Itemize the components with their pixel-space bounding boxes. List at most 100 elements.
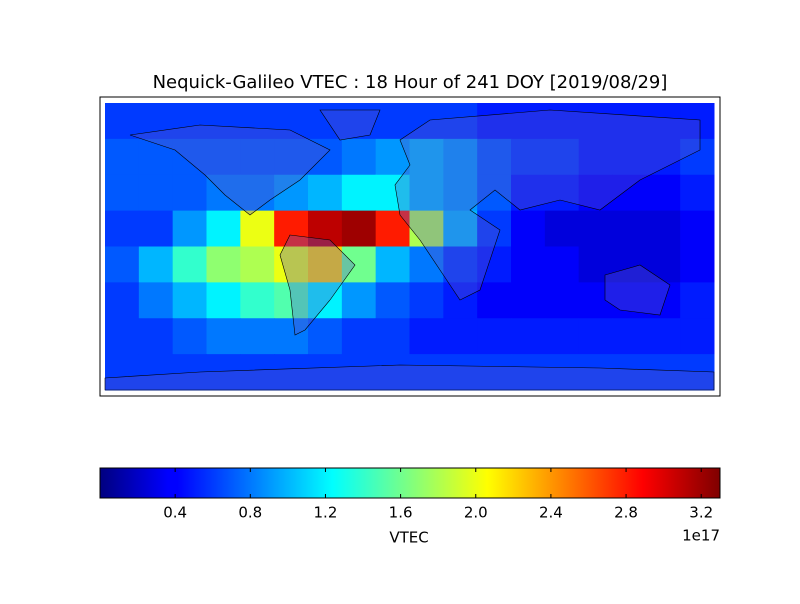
heatmap-cell: [341, 210, 377, 247]
heatmap-cell: [308, 138, 343, 176]
heatmap-cell: [680, 282, 715, 319]
heatmap-cell: [105, 174, 140, 212]
colorbar-tick-label: 2.0: [464, 504, 488, 522]
heatmap-cell: [680, 103, 715, 140]
heatmap-cell: [240, 174, 275, 212]
heatmap-cell: [443, 282, 478, 319]
heatmap-cell: [477, 174, 512, 212]
heatmap-cell: [172, 174, 207, 212]
heatmap-cell: [443, 103, 478, 140]
heatmap-cell: [646, 354, 681, 391]
heatmap-cell: [274, 174, 309, 212]
heatmap-cell: [544, 282, 580, 319]
heatmap-cell: [612, 138, 647, 176]
heatmap-cell: [308, 103, 343, 140]
heatmap-cell: [105, 318, 140, 355]
heatmap-cell: [172, 318, 207, 355]
heatmap-cell: [443, 318, 478, 355]
heatmap-cell: [612, 174, 647, 212]
heatmap-cell: [375, 210, 410, 247]
heatmap-cell: [375, 138, 410, 176]
heatmap-cell: [172, 246, 207, 283]
heatmap-cell: [477, 103, 512, 140]
heatmap-cell: [612, 103, 647, 140]
heatmap-cell: [274, 318, 309, 355]
heatmap-cell: [646, 174, 681, 212]
heatmap-cell: [240, 354, 275, 391]
heatmap-cell: [172, 138, 207, 176]
heatmap-cell: [477, 282, 512, 319]
heatmap-cell: [105, 354, 140, 391]
heatmap-cell: [511, 318, 546, 355]
heatmap-cell: [138, 246, 174, 283]
greenland: [319, 109, 381, 141]
colorbar-label: VTEC: [389, 529, 428, 547]
eurasia-africa: [394, 109, 701, 301]
heatmap-cell: [578, 174, 613, 212]
heatmap-cell: [206, 246, 241, 283]
heatmap-cell: [409, 318, 444, 355]
heatmap-cell: [138, 318, 174, 355]
colorbar-axis: 0.4 0.8 1.2 1.6 2.0 2.4 2.8 3.2: [163, 468, 713, 522]
heatmap-cell: [477, 138, 512, 176]
heatmap-cell: [443, 138, 478, 176]
heatmap-cell: [612, 354, 647, 391]
australia: [604, 264, 671, 316]
heatmap-cell: [274, 103, 309, 140]
heatmap-cell: [240, 103, 275, 140]
colorbar: [99, 467, 721, 499]
heatmap-cell: [274, 354, 309, 391]
heatmap-cell: [409, 174, 444, 212]
heatmap-cell: [172, 282, 207, 319]
heatmap-cell: [138, 174, 174, 212]
heatmap-cell: [206, 174, 241, 212]
heatmap-cell: [375, 174, 410, 212]
colorbar-tick-label: 2.4: [539, 504, 563, 522]
heatmap-cell: [680, 246, 715, 283]
heatmap-cell: [105, 282, 140, 319]
heatmap-cell: [544, 138, 580, 176]
heatmap-cell: [409, 282, 444, 319]
heatmap-cell: [308, 174, 343, 212]
heatmap-cell: [341, 138, 377, 176]
heatmap-cell: [375, 318, 410, 355]
heatmap-cell: [646, 318, 681, 355]
heatmap-cell: [138, 210, 174, 247]
heatmap-cell: [308, 354, 343, 391]
heatmap-cell: [409, 138, 444, 176]
heatmap-cell: [511, 210, 546, 247]
heatmap-cell: [578, 354, 613, 391]
heatmap-cell: [443, 210, 478, 247]
heatmap-cell: [308, 282, 343, 319]
heatmap-cell: [138, 282, 174, 319]
heatmap-cell: [206, 354, 241, 391]
heatmap-cell: [511, 282, 546, 319]
heatmap-cell: [206, 318, 241, 355]
heatmap-cell: [511, 103, 546, 140]
heatmap-cell: [409, 354, 444, 391]
heatmap-cell: [274, 138, 309, 176]
heatmap-cell: [206, 138, 241, 176]
heatmap-cell: [409, 246, 444, 283]
heatmap-cell: [138, 103, 174, 140]
heatmap-cell: [172, 354, 207, 391]
heatmap-cell: [240, 318, 275, 355]
heatmap-cell: [341, 282, 377, 319]
heatmap-cell: [172, 210, 207, 247]
colorbar-tick-label: 2.8: [614, 504, 638, 522]
heatmap-cell: [578, 282, 613, 319]
heatmap-cell: [544, 210, 580, 247]
heatmap-cell: [578, 318, 613, 355]
heatmap-cell: [443, 354, 478, 391]
heatmap: [105, 103, 715, 391]
colorbar-tick-label: 1.2: [314, 504, 338, 522]
heatmap-cell: [646, 103, 681, 140]
heatmap-cell: [138, 138, 174, 176]
colorbar-tick-label: 0.8: [238, 504, 262, 522]
heatmap-cell: [646, 246, 681, 283]
colorbar-tick-label: 3.2: [689, 504, 713, 522]
antarctica: [104, 364, 715, 391]
heatmap-cell: [409, 210, 444, 247]
heatmap-cell: [680, 210, 715, 247]
